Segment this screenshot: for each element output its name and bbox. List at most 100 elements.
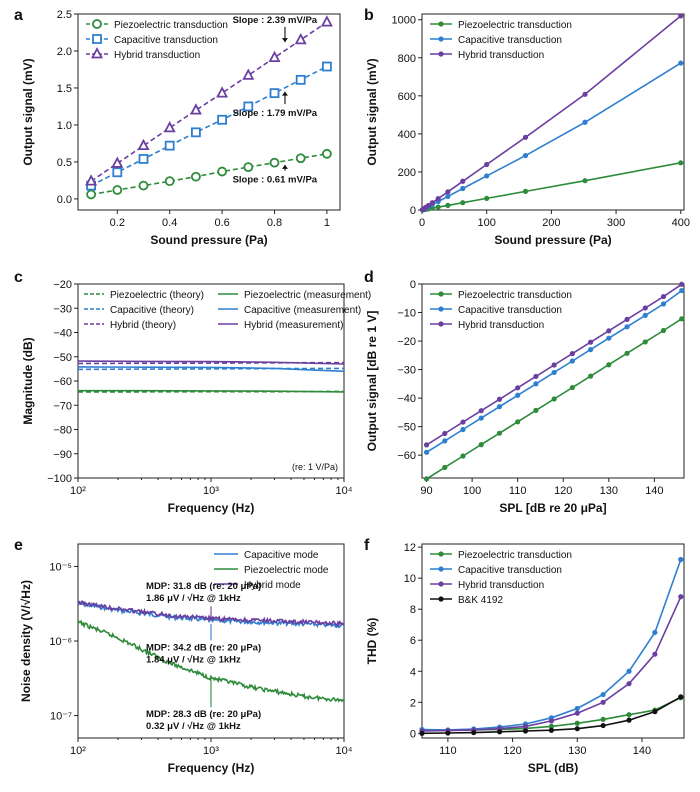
data-point: [515, 392, 521, 398]
y-axis-label: Magnitude (dB): [21, 337, 35, 424]
data-point: [112, 167, 123, 178]
legend-marker: [438, 566, 444, 572]
data-point: [642, 339, 648, 345]
y-tick-label: −30: [397, 365, 416, 377]
data-point: [642, 305, 648, 311]
legend-marker: [438, 581, 444, 587]
data-point: [85, 174, 98, 186]
data-point: [484, 161, 490, 168]
data-point: [484, 195, 490, 201]
series-capacitive-measurement-: [77, 366, 345, 373]
data-point: [522, 728, 529, 734]
panel-e: e 10² 10³ 10⁴ 10⁻⁷ 10⁻⁶ 10⁻⁵ Frequency (Hz) Nois…: [14, 537, 353, 775]
data-point: [624, 316, 630, 322]
data-point: [111, 156, 124, 168]
legend: Piezoelectric transduction Capacitive tra…: [430, 550, 572, 606]
data-point: [419, 730, 425, 736]
x-axis-label: Frequency (Hz): [168, 761, 255, 775]
data-point: [679, 287, 685, 294]
data-point: [478, 408, 484, 414]
x-tick-label: 10²: [70, 745, 86, 757]
x-tick-label: 140: [645, 485, 663, 497]
series-line: [77, 366, 345, 373]
data-point: [243, 101, 254, 112]
x-tick-label: 100: [478, 217, 496, 229]
x-tick-label: 130: [600, 485, 618, 497]
annotation-text: MDP: 28.3 dB (re: 20 μPa): [146, 709, 261, 720]
data-point: [582, 178, 588, 184]
data-point: [435, 204, 441, 210]
y-tick-label: 1.5: [57, 83, 72, 95]
plot-frame: [421, 543, 685, 739]
data-point: [478, 415, 484, 421]
legend-marker: [438, 291, 444, 297]
x-tick-label: 0.4: [162, 217, 177, 229]
annotation-text: Slope : 1.79 mV/Pa: [233, 108, 318, 119]
data-point: [600, 699, 606, 705]
legend: Piezoelectric transduction Capacitive tra…: [430, 290, 572, 331]
series-hybrid-transduction: [419, 13, 684, 213]
y-tick-label: 0: [410, 728, 416, 740]
y-tick-label: −10: [397, 308, 416, 320]
series-capacitive-transduction: [423, 287, 685, 455]
data-point: [652, 709, 658, 715]
data-point: [138, 180, 149, 191]
legend-marker: [438, 306, 444, 312]
y-axis-label: Output signal [dB re 1 V]: [365, 311, 379, 452]
data-point: [569, 351, 575, 357]
legend-label: Hybrid transduction: [458, 580, 544, 591]
data-point: [587, 347, 594, 353]
y-tick-label: 4: [410, 666, 416, 678]
x-tick-label: 110: [509, 485, 527, 497]
data-point: [626, 668, 632, 674]
legend-marker: [91, 47, 103, 59]
legend-marker: [438, 596, 444, 602]
x-tick-label: 110: [439, 745, 457, 757]
x-tick-label: 120: [503, 745, 521, 757]
data-point: [460, 453, 466, 459]
data-point: [574, 705, 580, 712]
x-tick-label: 10⁴: [336, 745, 353, 757]
data-point: [86, 189, 96, 200]
data-point: [660, 301, 667, 307]
y-tick-label: 10⁻⁷: [50, 711, 72, 723]
legend-label: Capacitive transduction: [114, 35, 218, 46]
data-point: [626, 717, 632, 723]
series-hybrid-measurement-: [77, 360, 345, 365]
y-axis-label: Output signal (mV): [21, 58, 35, 165]
panel-f: f 110 120 130 140 0 2 4 6 8 10 12 SPL (dB) THD (%) Pie…: [364, 537, 685, 775]
annotation-text: 0.32 μV / √Hz @ 1kHz: [146, 721, 241, 732]
panel-letter: a: [14, 7, 23, 24]
data-point: [587, 339, 594, 345]
plot-frame: [421, 283, 685, 479]
data-point: [660, 293, 667, 300]
legend-marker: [92, 34, 102, 44]
data-point: [321, 148, 332, 159]
legend: Piezoelectric (theory) Capacitive (theory…: [84, 290, 371, 331]
series-line: [90, 65, 328, 187]
panel-letter: f: [364, 537, 370, 554]
data-point: [190, 127, 201, 138]
annotation: MDP: 34.2 dB (re: 20 μPa)1.84 μV / √Hz @…: [146, 642, 261, 665]
y-tick-label: 12: [404, 542, 416, 554]
data-point: [587, 373, 594, 379]
x-axis-label: SPL [dB re 20 μPa]: [499, 501, 606, 515]
y-tick-label: −40: [397, 393, 416, 405]
y-tick-label: −60: [397, 450, 416, 462]
data-point: [269, 157, 280, 168]
data-point: [652, 629, 658, 636]
annotation: MDP: 28.3 dB (re: 20 μPa)0.32 μV / √Hz @…: [146, 709, 261, 732]
data-point: [269, 88, 280, 99]
y-axis-label: Output signal (mV): [365, 58, 379, 165]
data-point: [548, 718, 554, 724]
y-axis-label: THD (%): [365, 618, 379, 665]
y-tick-label: −90: [53, 449, 72, 461]
data-point: [295, 74, 306, 85]
legend-label: Hybrid transduction: [458, 320, 544, 331]
data-point: [551, 369, 557, 376]
legend-label: Capacitive transduction: [458, 565, 562, 576]
data-point: [445, 202, 451, 208]
data-point: [606, 328, 612, 334]
data-point: [478, 442, 484, 448]
annotation: MDP: 31.8 dB (re: 20 μPa)1.86 μV / √Hz @…: [146, 581, 261, 604]
